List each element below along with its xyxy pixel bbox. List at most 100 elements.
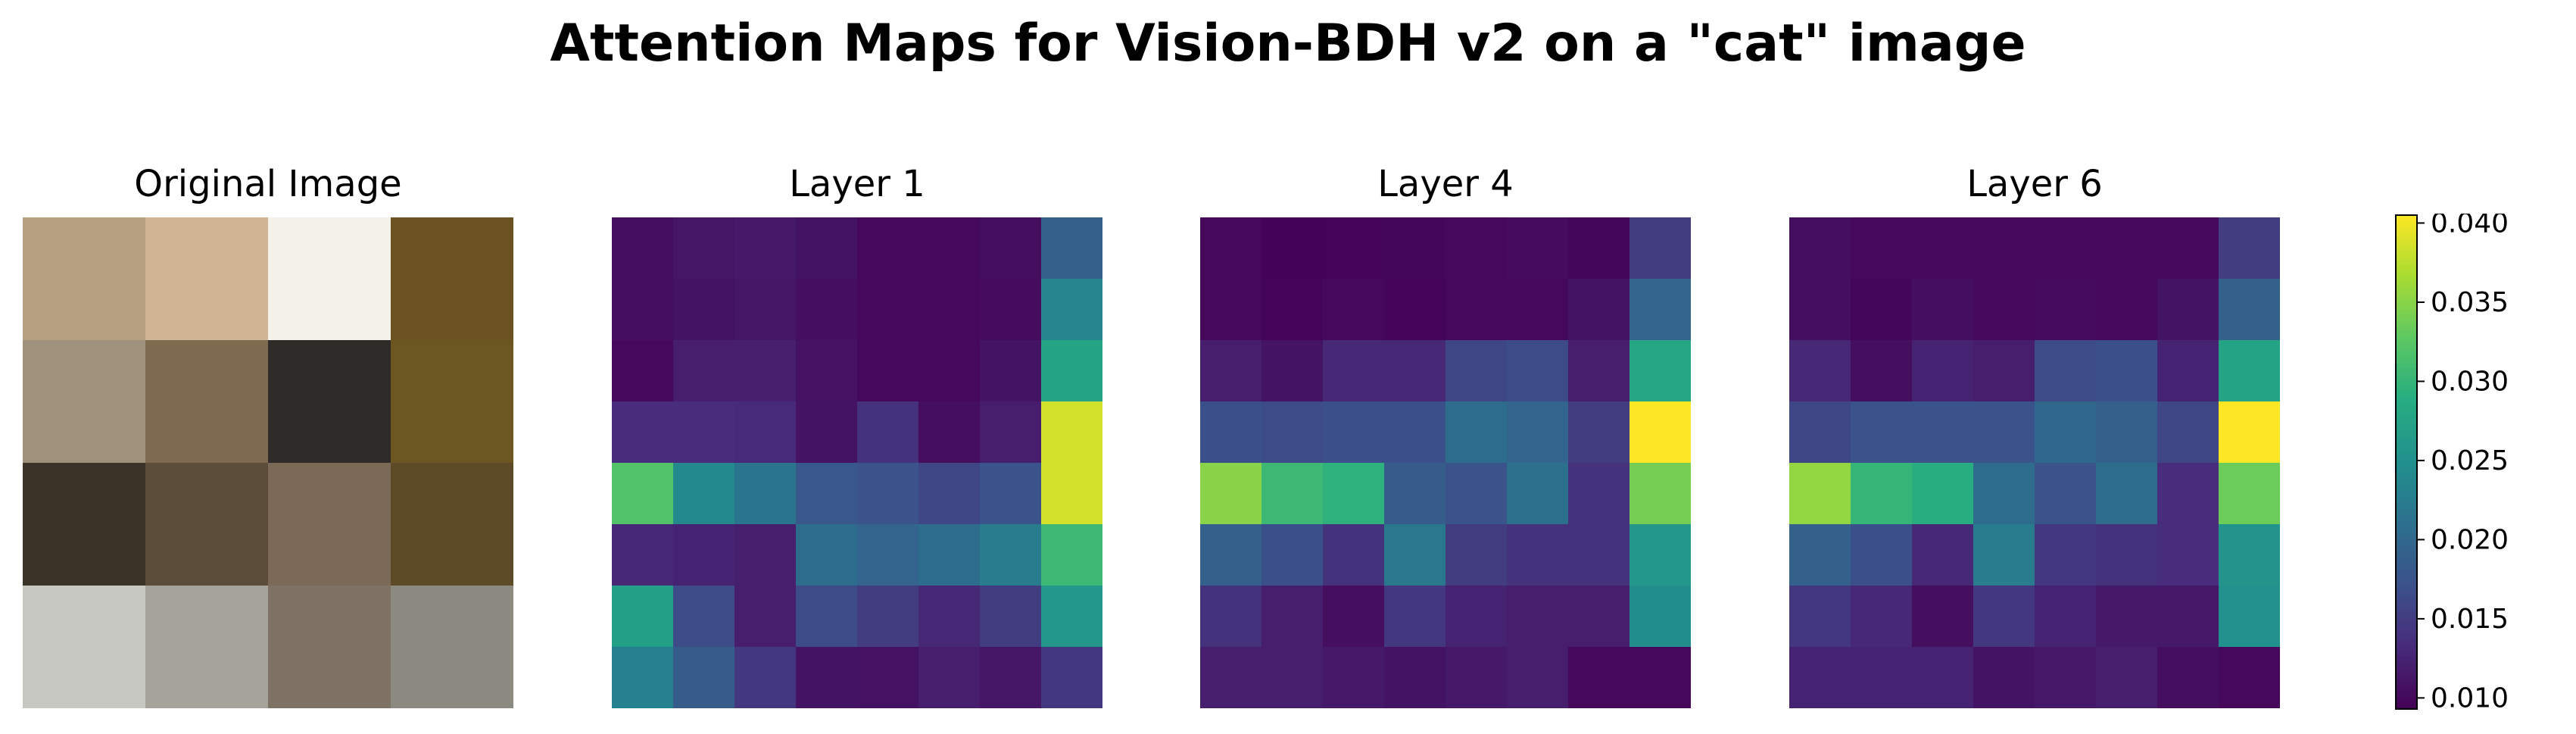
heatmap-cell: [673, 647, 735, 708]
colorbar-gradient-segment: [2396, 577, 2417, 583]
heatmap-cell: [1384, 586, 1446, 648]
colorbar-gradient-segment: [2396, 215, 2417, 220]
figure-title: Attention Maps for Vision-BDH v2 on a "c…: [550, 14, 2026, 73]
heatmap-cell: [1384, 463, 1446, 525]
panel-title-layer-1: Layer 1: [789, 163, 925, 205]
colorbar-gradient-segment: [2396, 236, 2417, 241]
heatmap-cell: [1041, 217, 1102, 280]
heatmap-cell: [1789, 401, 1851, 464]
colorbar-tick-label: 0.035: [2431, 287, 2509, 318]
heatmap-cell: [2035, 647, 2097, 708]
original-image: [23, 217, 513, 708]
colorbar-gradient-segment: [2396, 458, 2417, 463]
heatmap-cell: [1973, 463, 2035, 525]
colorbar-gradient-segment: [2396, 474, 2417, 479]
heatmap-cell: [2157, 524, 2219, 586]
heatmap-cell: [1629, 279, 1691, 341]
colorbar-gradient-segment: [2396, 630, 2417, 636]
heatmap-cell: [796, 524, 858, 586]
colorbar-gradient-segment: [2396, 412, 2417, 417]
heatmap-cell: [918, 340, 981, 402]
heatmap-cell: [2157, 279, 2219, 341]
heatmap-cell: [2157, 647, 2219, 708]
heatmap-cell: [857, 401, 919, 464]
colorbar-gradient-segment: [2396, 643, 2417, 648]
heatmap-cell: [1789, 463, 1851, 525]
colorbar-gradient-segment: [2396, 404, 2417, 409]
heatmap-cell: [857, 217, 919, 280]
heatmap-cell: [1507, 647, 1569, 708]
colorbar-gradient-segment: [2396, 326, 2417, 331]
colorbar-gradient-segment: [2396, 297, 2417, 302]
heatmap-cell: [1851, 401, 1913, 464]
heatmap-cell: [1912, 340, 1974, 402]
heatmap-cell: [1445, 340, 1508, 402]
heatmap-cell: [734, 279, 797, 341]
heatmap-cell: [1789, 647, 1851, 708]
colorbar-gradient-segment: [2396, 273, 2417, 278]
colorbar-gradient-segment: [2396, 520, 2417, 525]
heatmap-cell: [2096, 524, 2158, 586]
colorbar-gradient-segment: [2396, 503, 2417, 508]
heatmap-cell: [1041, 401, 1102, 464]
colorbar-gradient-segment: [2396, 507, 2417, 512]
colorbar-gradient-segment: [2396, 260, 2417, 265]
colorbar-gradient-segment: [2396, 569, 2417, 574]
colorbar-gradient-segment: [2396, 359, 2417, 364]
colorbar-gradient-segment: [2396, 285, 2417, 290]
heatmap-cell: [796, 217, 858, 280]
heatmap-cell: [612, 279, 674, 341]
colorbar-gradient-segment: [2396, 408, 2417, 414]
image-pixel: [391, 340, 513, 464]
heatmap-cell: [1507, 586, 1569, 648]
heatmap-cell: [734, 463, 797, 525]
heatmap-layer-4-grid: [1200, 217, 1691, 708]
colorbar-gradient-segment: [2396, 483, 2417, 488]
heatmap-cell: [1200, 586, 1262, 648]
colorbar-gradient-segment: [2396, 532, 2417, 537]
image-pixel: [145, 217, 269, 341]
colorbar-gradient-segment: [2396, 470, 2417, 475]
heatmap-cell: [2157, 401, 2219, 464]
heatmap-cell: [1200, 401, 1262, 464]
image-pixel: [391, 217, 513, 341]
heatmap-cell: [1629, 340, 1691, 402]
heatmap-cell: [1384, 647, 1446, 708]
image-pixel: [23, 340, 146, 464]
heatmap-cell: [2096, 217, 2158, 280]
colorbar-gradient-segment: [2396, 289, 2417, 294]
image-pixel: [145, 340, 269, 464]
heatmap-cell: [1789, 217, 1851, 280]
heatmap-cell: [1445, 463, 1508, 525]
colorbar-gradient-segment: [2396, 392, 2417, 397]
colorbar-gradient-segment: [2396, 478, 2417, 483]
heatmap-cell: [673, 340, 735, 402]
colorbar-gradient-segment: [2396, 417, 2417, 422]
heatmap-cell: [2219, 401, 2280, 464]
heatmap-cell: [1041, 463, 1102, 525]
heatmap-cell: [1912, 524, 1974, 586]
heatmap-cell: [1261, 524, 1324, 586]
colorbar: 0.010 0.015 0.020 0.025 0.030 0.035 0.040: [2393, 214, 2576, 714]
colorbar-gradient-segment: [2396, 449, 2417, 454]
heatmap-cell: [1912, 401, 1974, 464]
heatmap-cell: [734, 340, 797, 402]
heatmap-cell: [1041, 647, 1102, 708]
heatmap-cell: [734, 647, 797, 708]
heatmap-cell: [734, 524, 797, 586]
heatmap-cell: [2096, 401, 2158, 464]
heatmap-cell: [1507, 340, 1569, 402]
heatmap-cell: [1629, 647, 1691, 708]
heatmap-cell: [980, 401, 1042, 464]
heatmap-cell: [1851, 340, 1913, 402]
colorbar-gradient-segment: [2396, 606, 2417, 611]
heatmap-cell: [1323, 463, 1385, 525]
heatmap-cell: [1568, 217, 1630, 280]
heatmap-cell: [1568, 463, 1630, 525]
heatmap-cell: [1507, 463, 1569, 525]
panel-title-original-image: Original Image: [134, 163, 402, 205]
heatmap-cell: [918, 401, 981, 464]
colorbar-gradient-segment: [2396, 573, 2417, 578]
heatmap-layer-4: [1200, 217, 1691, 708]
colorbar-tick-label: 0.010: [2431, 682, 2509, 714]
